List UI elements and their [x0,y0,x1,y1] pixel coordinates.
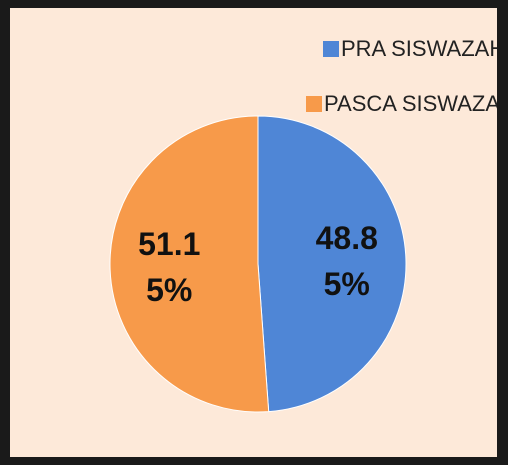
legend-label: PASCA SISWAZAH [324,91,497,116]
pie-slice [257,115,407,413]
chart: PRA SISWAZAH PASCA SISWAZAH [109,36,497,413]
legend-label: PRA SISWAZAH [341,36,497,61]
legend-swatch [306,96,322,112]
data-label: 51.15% [138,226,201,309]
legend-swatch [323,41,339,57]
data-label: 48.85% [315,219,378,302]
chart-area: PRA SISWAZAH PASCA SISWAZAH 48.85% 51.15% [10,8,497,457]
pie-slice [109,115,270,413]
